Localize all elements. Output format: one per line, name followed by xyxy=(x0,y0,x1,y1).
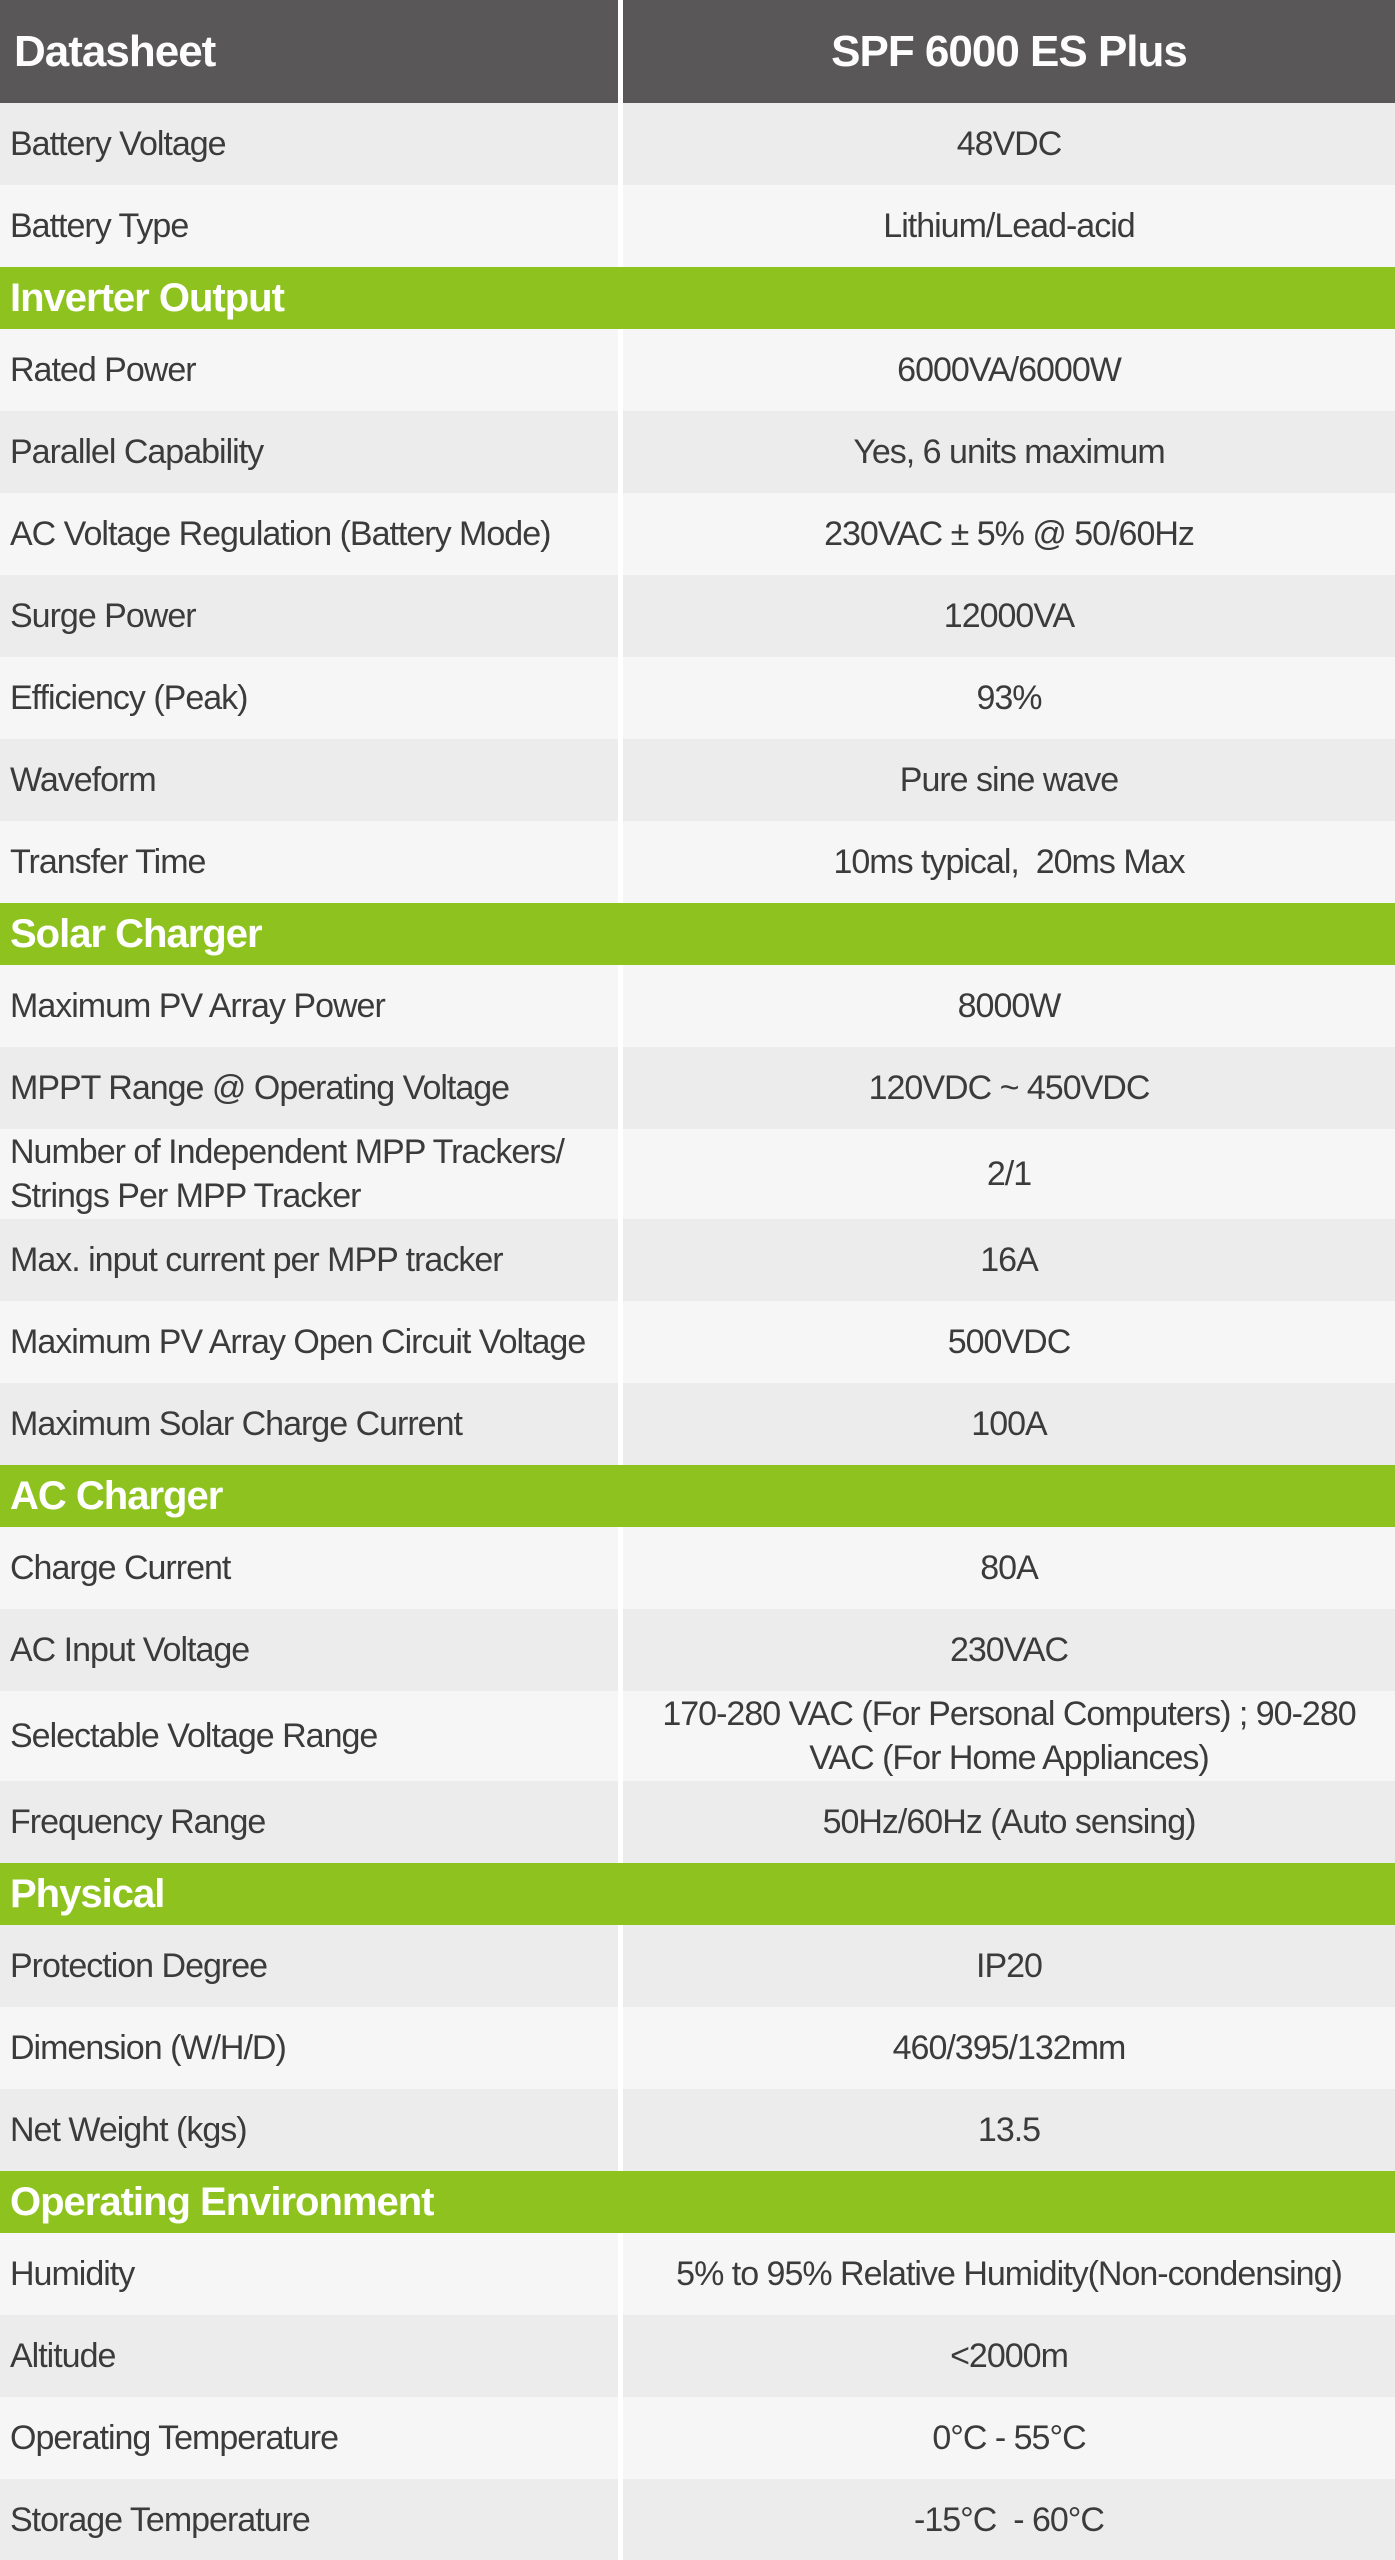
spec-value: <2000m xyxy=(623,2315,1395,2397)
spec-label: Operating Temperature xyxy=(0,2397,618,2479)
spec-value: IP20 xyxy=(623,1925,1395,2007)
spec-value: 48VDC xyxy=(623,103,1395,185)
spec-value: 230VAC xyxy=(623,1609,1395,1691)
spec-label: Frequency Range xyxy=(0,1781,618,1863)
spec-label: Surge Power xyxy=(0,575,618,657)
spec-row: Storage Temperature -15°C - 60°C xyxy=(0,2479,1395,2560)
spec-label: Number of Independent MPP Trackers/ Stri… xyxy=(0,1129,618,1219)
spec-label: Maximum PV Array Open Circuit Voltage xyxy=(0,1301,618,1383)
spec-row: Maximum PV Array Power 8000W xyxy=(0,965,1395,1047)
spec-value: 50Hz/60Hz (Auto sensing) xyxy=(623,1781,1395,1863)
table-body: Battery Voltage 48VDC Battery Type Lithium/… xyxy=(0,103,1395,2560)
spec-label: Parallel Capability xyxy=(0,411,618,493)
spec-label: AC Input Voltage xyxy=(0,1609,618,1691)
spec-row: Frequency Range 50Hz/60Hz (Auto sensing) xyxy=(0,1781,1395,1863)
spec-label: Waveform xyxy=(0,739,618,821)
spec-row: Efficiency (Peak) 93% xyxy=(0,657,1395,739)
spec-row: Operating Temperature 0°C - 55°C xyxy=(0,2397,1395,2479)
spec-label: Efficiency (Peak) xyxy=(0,657,618,739)
spec-value: 10ms typical, 20ms Max xyxy=(623,821,1395,903)
spec-value: 100A xyxy=(623,1383,1395,1465)
spec-value: 460/395/132mm xyxy=(623,2007,1395,2089)
spec-label: Selectable Voltage Range xyxy=(0,1691,618,1781)
spec-value: Pure sine wave xyxy=(623,739,1395,821)
spec-row: Max. input current per MPP tracker 16A xyxy=(0,1219,1395,1301)
model-title: SPF 6000 ES Plus xyxy=(831,26,1188,76)
spec-label: AC Voltage Regulation (Battery Mode) xyxy=(0,493,618,575)
header-cell-model: SPF 6000 ES Plus xyxy=(623,0,1395,103)
spec-row: Humidity 5% to 95% Relative Humidity(Non-… xyxy=(0,2233,1395,2315)
spec-value: 93% xyxy=(623,657,1395,739)
spec-value: 6000VA/6000W xyxy=(623,329,1395,411)
spec-value: 5% to 95% Relative Humidity(Non-condensi… xyxy=(623,2233,1395,2315)
datasheet-title: Datasheet xyxy=(14,26,216,76)
spec-label: Altitude xyxy=(0,2315,618,2397)
spec-label: Maximum PV Array Power xyxy=(0,965,618,1047)
spec-row: Altitude <2000m xyxy=(0,2315,1395,2397)
spec-label: Transfer Time xyxy=(0,821,618,903)
section-band: Operating Environment xyxy=(0,2171,1395,2233)
spec-row: Charge Current 80A xyxy=(0,1527,1395,1609)
spec-row: Rated Power 6000VA/6000W xyxy=(0,329,1395,411)
spec-row: Dimension (W/H/D) 460/395/132mm xyxy=(0,2007,1395,2089)
section-band: Physical xyxy=(0,1863,1395,1925)
spec-label: Battery Voltage xyxy=(0,103,618,185)
spec-value: -15°C - 60°C xyxy=(623,2479,1395,2560)
spec-row: AC Voltage Regulation (Battery Mode) 230V… xyxy=(0,493,1395,575)
spec-label: Charge Current xyxy=(0,1527,618,1609)
spec-row: Protection Degree IP20 xyxy=(0,1925,1395,2007)
section-title: Inverter Output xyxy=(10,275,285,320)
spec-value: 16A xyxy=(623,1219,1395,1301)
spec-row: MPPT Range @ Operating Voltage 120VDC ~ 4… xyxy=(0,1047,1395,1129)
spec-label: Battery Type xyxy=(0,185,618,267)
spec-label: Rated Power xyxy=(0,329,618,411)
spec-value: Yes, 6 units maximum xyxy=(623,411,1395,493)
spec-row: Selectable Voltage Range 170-280 VAC (For… xyxy=(0,1691,1395,1781)
spec-label: Maximum Solar Charge Current xyxy=(0,1383,618,1465)
section-title: Solar Charger xyxy=(10,911,263,956)
spec-value: 500VDC xyxy=(623,1301,1395,1383)
spec-label: Humidity xyxy=(0,2233,618,2315)
spec-label: MPPT Range @ Operating Voltage xyxy=(0,1047,618,1129)
spec-label: Dimension (W/H/D) xyxy=(0,2007,618,2089)
spec-label: Storage Temperature xyxy=(0,2479,618,2560)
spec-value: 170-280 VAC (For Personal Computers) ; 9… xyxy=(623,1691,1395,1781)
header-cell-datasheet: Datasheet xyxy=(0,0,618,103)
spec-value: 0°C - 55°C xyxy=(623,2397,1395,2479)
section-title: Operating Environment xyxy=(10,2179,434,2224)
spec-row: Parallel Capability Yes, 6 units maximum xyxy=(0,411,1395,493)
spec-row: Battery Type Lithium/Lead-acid xyxy=(0,185,1395,267)
spec-value: 2/1 xyxy=(623,1129,1395,1219)
spec-value: 12000VA xyxy=(623,575,1395,657)
spec-label: Net Weight (kgs) xyxy=(0,2089,618,2171)
spec-row: Maximum Solar Charge Current 100A xyxy=(0,1383,1395,1465)
spec-label: Max. input current per MPP tracker xyxy=(0,1219,618,1301)
table-header: Datasheet SPF 6000 ES Plus xyxy=(0,0,1395,103)
spec-row: Waveform Pure sine wave xyxy=(0,739,1395,821)
spec-value: 80A xyxy=(623,1527,1395,1609)
spec-row: Surge Power 12000VA xyxy=(0,575,1395,657)
spec-value: 8000W xyxy=(623,965,1395,1047)
spec-row: AC Input Voltage 230VAC xyxy=(0,1609,1395,1691)
spec-row: Transfer Time 10ms typical, 20ms Max xyxy=(0,821,1395,903)
spec-row: Battery Voltage 48VDC xyxy=(0,103,1395,185)
spec-row: Number of Independent MPP Trackers/ Stri… xyxy=(0,1129,1395,1219)
section-band: AC Charger xyxy=(0,1465,1395,1527)
spec-value: 230VAC ± 5% @ 50/60Hz xyxy=(623,493,1395,575)
spec-label: Protection Degree xyxy=(0,1925,618,2007)
section-title: Physical xyxy=(10,1871,165,1916)
section-band: Solar Charger xyxy=(0,903,1395,965)
spec-row: Net Weight (kgs) 13.5 xyxy=(0,2089,1395,2171)
section-band: Inverter Output xyxy=(0,267,1395,329)
spec-value: 120VDC ~ 450VDC xyxy=(623,1047,1395,1129)
section-title: AC Charger xyxy=(10,1473,223,1518)
spec-row: Maximum PV Array Open Circuit Voltage 500… xyxy=(0,1301,1395,1383)
spec-value: Lithium/Lead-acid xyxy=(623,185,1395,267)
spec-value: 13.5 xyxy=(623,2089,1395,2171)
